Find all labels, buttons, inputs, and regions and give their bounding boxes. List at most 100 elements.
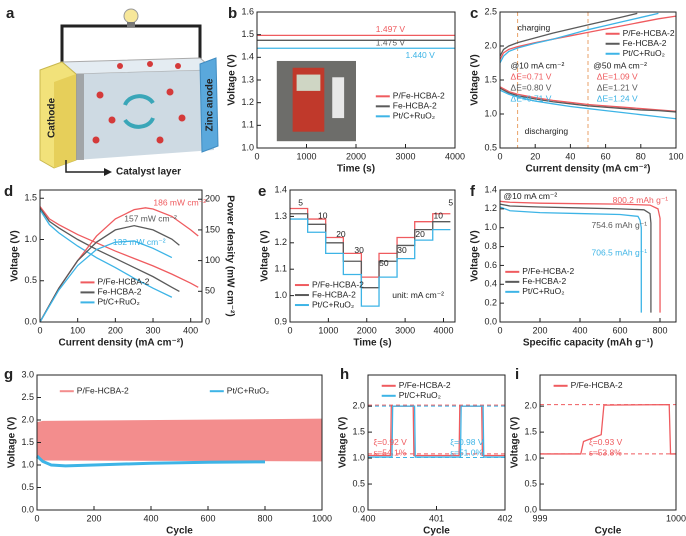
y-tick-label: 2.5 [484,6,497,16]
series-line [35,454,266,468]
legend-label: Fe-HCBA-2 [312,289,356,299]
x-tick-label: 0 [254,151,259,161]
annotation: 50 [379,258,389,268]
legend-label: P/Fe-HCBA-2 [399,380,451,390]
annotation: 157 mW cm⁻² [124,213,177,223]
y-tick-label: 2.0 [484,40,497,50]
y-tick-label: 1.0 [484,108,497,118]
annotation: ξ=0.98 V [450,437,484,447]
series-line [540,403,676,455]
annotation: 706.5 mAh g⁻¹ [592,248,648,258]
y-tick-label: 1.5 [352,426,365,436]
plot-frame [539,374,677,511]
series-line [39,206,199,288]
x-tick-label: 1000 [312,513,332,523]
legend-label: Fe-HCBA-2 [98,287,142,297]
x-tick-label: 1000 [318,325,338,335]
y-tick-label: 1.4 [484,184,497,194]
panel-letter: c [470,5,478,22]
series-line [499,203,652,313]
y-tick-label: 1.1 [241,120,254,130]
annotation: ε=54.1% [373,448,406,458]
legend-label: Pt/C+RuO₂ [399,390,441,400]
panel-letter: h [340,366,349,383]
annotation: 1.497 V [376,24,406,34]
annotation: 10 [434,211,444,221]
y-tick-label: 1.6 [241,6,254,16]
annotation: ΔE=1.09 V [597,72,638,82]
series-line [368,405,505,457]
legend-label: Pt/C+RuO₂ [623,48,665,58]
x-axis-label: Cycle [166,526,193,536]
y-tick-label: 0.2 [484,298,497,308]
annotation: 30 [397,245,407,255]
y-tick-label: 0.8 [484,241,497,251]
annotation: 20 [336,229,346,239]
y2-tick-label: 0 [205,316,210,326]
y2-axis-label: Power density (mW cm⁻²) [224,195,235,316]
legend-label: Pt/C+RuO₂ [98,297,140,307]
y-tick-label: 1.4 [274,184,287,194]
y-tick-label: 0.0 [21,504,34,514]
y-tick-label: 1.0 [21,459,34,469]
annotation: ΔE=1.24 V [597,93,638,103]
y-tick-label: 0.6 [484,260,497,270]
annotation: ε=51.0% [450,448,483,458]
x-tick-label: 0 [287,325,292,335]
annotation: @10 mA cm⁻² [504,191,558,201]
legend-label: P/Fe-HCBA-2 [77,385,129,395]
y-tick-label: 2.0 [21,414,34,424]
panel-letter: e [258,183,266,200]
x-tick-label: 1000 [666,513,686,523]
y-axis-label: Voltage (V) [260,230,271,281]
y-tick-label: 0.5 [524,478,537,488]
y-tick-label: 1.0 [484,222,497,232]
x-tick-label: 2000 [346,151,366,161]
cycle-arrows [123,94,155,129]
anode-label: Zinc anode [205,78,216,131]
annotation: charging [518,23,551,33]
panel-letter: d [4,183,13,200]
series-line [499,87,677,113]
annotation: 5 [298,197,303,207]
x-tick-label: 800 [257,513,272,523]
x-tick-label: 800 [652,325,667,335]
cathode-side [54,74,76,168]
x-tick-label: 999 [532,513,547,523]
series-line [499,15,677,60]
series-line [368,405,505,458]
x-tick-label: 400 [183,325,198,335]
legend-label: Fe-HCBA-2 [623,38,667,48]
y-tick-label: 1.5 [524,426,537,436]
x-tick-label: 0 [497,151,502,161]
plot-frame [289,189,456,323]
x-axis-label: Current density (mA cm⁻²) [526,164,651,175]
y2-tick-label: 100 [205,255,220,265]
y-tick-label: 0.5 [484,142,497,152]
pointer-head [104,168,112,176]
x-tick-label: 100 [70,325,85,335]
annotation: discharging [525,126,569,136]
y-tick-label: 1.1 [274,264,287,274]
series-line [499,12,638,57]
x-axis-label: Current density (mA cm⁻²) [59,338,184,349]
annotation: 186 mW cm⁻² [153,197,206,207]
legend-label: P/Fe-HCBA-2 [571,380,623,390]
y-tick-label: 0.0 [524,504,537,514]
series-line [499,89,677,120]
y-tick-label: 1.3 [274,211,287,221]
y-tick-label: 1.2 [241,97,254,107]
y-tick-label: 2.5 [21,392,34,402]
legend-label: P/Fe-HCBA-2 [98,277,150,287]
annotation: ΔE=1.21 V [597,82,638,92]
series-line [499,12,659,64]
annotation: unit: mA cm⁻² [392,290,444,300]
y2-tick-label: 200 [205,194,220,204]
legend-label: P/Fe-HCBA-2 [522,266,574,276]
y-tick-label: 1.5 [24,193,37,203]
series-line [499,200,661,313]
x-tick-label: 80 [636,151,646,161]
annotation: ΔE=0.71 V [511,93,552,103]
y-axis-label: Voltage (V) [338,417,349,468]
annotation: ΔE=0.80 V [511,82,552,92]
